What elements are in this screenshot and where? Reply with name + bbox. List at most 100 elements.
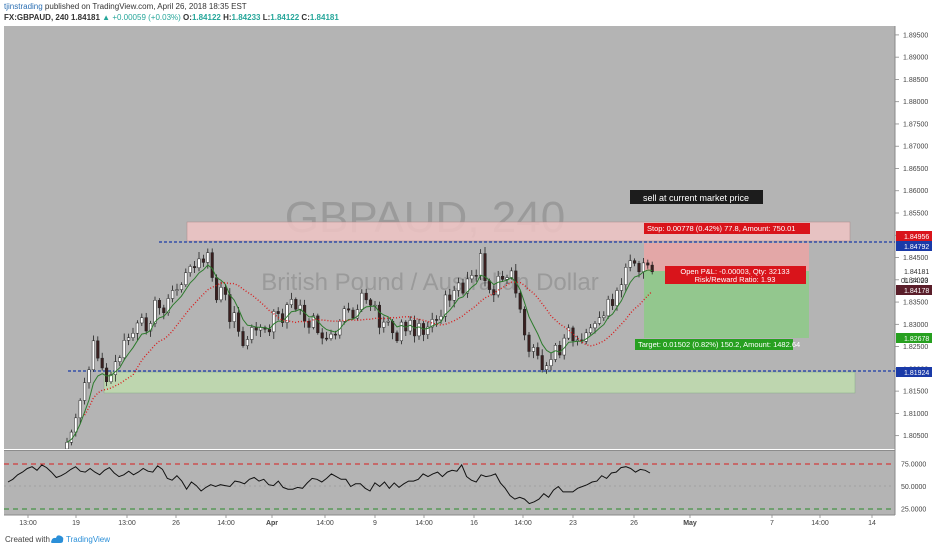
candle (215, 277, 219, 301)
candle (289, 299, 293, 305)
candle (386, 320, 390, 323)
price-tick-label: 1.87500 (903, 121, 928, 128)
candle (417, 323, 421, 337)
candle (294, 299, 298, 310)
sell-note-box[interactable] (630, 190, 763, 204)
symbol-legend: FX:GBPAUD, 240 1.84181 ▲ +0.00059 (+0.03… (4, 13, 339, 23)
rsi-tick-label: 25.0000 (901, 507, 926, 514)
candle (553, 345, 557, 360)
candle (505, 277, 509, 280)
time-tick-label: 23 (569, 520, 577, 527)
last-price: 1.84181 (71, 13, 100, 22)
candle (628, 260, 632, 268)
candle (452, 290, 456, 301)
candle (615, 290, 619, 306)
rsi-tick-label: 50.0000 (901, 484, 926, 491)
candle (540, 355, 544, 370)
candle (171, 290, 175, 299)
author-link[interactable]: tjinstrading (4, 2, 43, 11)
target-price-tag (896, 333, 932, 343)
candle (223, 287, 227, 295)
candle (364, 292, 368, 301)
support-zone[interactable] (103, 371, 856, 394)
time-tick-label: 19 (72, 520, 80, 527)
candle (399, 321, 403, 342)
price-tick-label: 1.89500 (903, 32, 928, 39)
candle (166, 298, 170, 313)
entry-price-tag (896, 241, 932, 251)
target-label-box[interactable] (635, 339, 793, 350)
candle (545, 365, 549, 370)
candle (206, 252, 210, 263)
low-value: 1.84122 (270, 13, 300, 22)
candle (259, 327, 263, 331)
time-axis-bg[interactable] (4, 515, 895, 530)
candle (536, 347, 540, 356)
candle (443, 294, 447, 317)
candle (193, 266, 197, 269)
stop-label: Stop: 0.00778 (0.42%) 77.8, Amount: 750.… (647, 224, 795, 233)
candle (597, 317, 601, 324)
candle (131, 332, 135, 338)
candle (606, 299, 610, 317)
candle (241, 331, 245, 346)
candle (329, 333, 333, 339)
price-tick-label: 1.83500 (903, 300, 928, 307)
candle (113, 361, 117, 375)
candle (65, 442, 69, 449)
rsi-group (7, 463, 651, 505)
candle (179, 284, 183, 290)
candle (382, 321, 386, 328)
close-label: C: (301, 13, 310, 22)
indicators-group (66, 264, 653, 443)
candle (87, 369, 91, 383)
candle (549, 359, 553, 366)
price-tick-label: 1.84500 (903, 255, 928, 262)
footer: Created with TradingView (0, 530, 932, 550)
time-tick-label: 26 (630, 520, 638, 527)
time-tick-label: 9 (373, 520, 377, 527)
candles-group (65, 247, 654, 449)
stop-label-box[interactable] (644, 223, 810, 234)
candle (448, 294, 452, 301)
candle (122, 340, 126, 358)
candle (369, 299, 373, 306)
price-tick-label: 1.81000 (903, 411, 928, 418)
price-tick-label: 1.88500 (903, 77, 928, 84)
symbol-label[interactable]: FX:GBPAUD, 240 (4, 13, 69, 22)
candle (646, 262, 650, 266)
price-tick-label: 1.82500 (903, 344, 928, 351)
candle (285, 304, 289, 323)
position-label-box[interactable] (665, 266, 806, 284)
published-text: published on TradingView.com, April 26, … (44, 2, 247, 11)
candle (377, 304, 381, 328)
candle (276, 311, 280, 314)
candle (188, 266, 192, 273)
price-chart[interactable]: GBPAUD, 240 British Pound / Australian D… (0, 0, 932, 530)
ema-line (66, 264, 653, 443)
candle (641, 262, 645, 273)
candle (589, 327, 593, 334)
rsi-pane-bg (4, 451, 895, 515)
candle (140, 317, 144, 324)
candle (509, 270, 513, 278)
candle (523, 308, 527, 336)
stop-price-tag (896, 231, 932, 241)
target-price-label: 1.82678 (904, 336, 929, 343)
candle (83, 382, 87, 401)
tradingview-brand[interactable]: TradingView (66, 535, 111, 544)
candle (527, 334, 531, 352)
price-change: +0.00059 (+0.03%) (112, 13, 181, 22)
pane-divider[interactable] (4, 450, 895, 451)
candle (232, 312, 236, 322)
time-axis-ticks: 13:00 19 13:00 26 14:00 Apr 14:00 9 14:00 16 14:00… (19, 515, 876, 527)
candle (470, 275, 474, 280)
candle (245, 339, 249, 346)
price-axis-bg[interactable] (895, 26, 932, 515)
candle (267, 328, 271, 333)
candle (153, 300, 157, 324)
stop-price-label: 1.84956 (904, 234, 929, 241)
publish-info: tjinstrading published on TradingView.co… (4, 2, 247, 12)
price-tick-label: 1.84000 (903, 277, 928, 284)
high-value: 1.84233 (231, 13, 261, 22)
